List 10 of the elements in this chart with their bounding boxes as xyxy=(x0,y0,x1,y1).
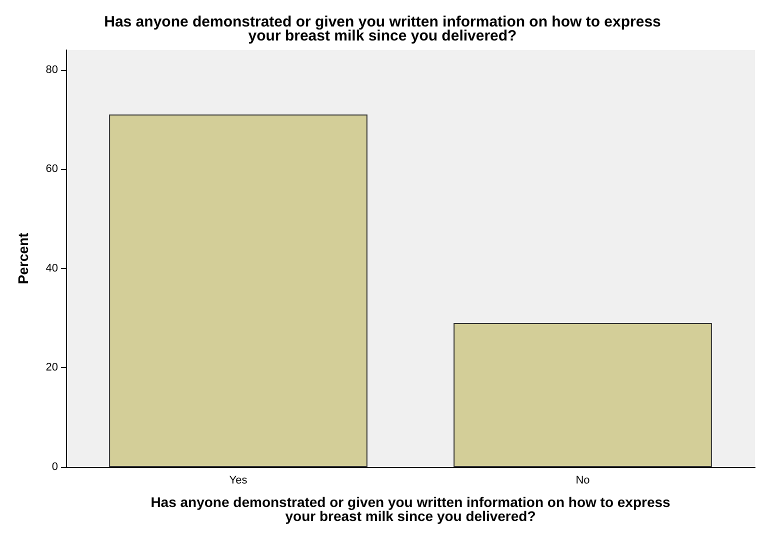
y-tick-label: 0 xyxy=(52,461,58,473)
y-tick-label: 40 xyxy=(46,262,58,274)
y-axis-title: Percent xyxy=(15,232,31,284)
x-tick-label: Yes xyxy=(229,474,248,486)
y-tick-label: 80 xyxy=(46,64,58,76)
chart-title: Has anyone demonstrated or given you written information on how to express your breast milk since you delivered? xyxy=(104,14,661,44)
y-tick-label: 60 xyxy=(46,163,58,176)
y-tick-label: 20 xyxy=(46,362,58,374)
x-tick-label: No xyxy=(576,474,590,486)
x-axis-title: Has anyone demonstrated or given you written information on how to express your breast milk since you delivered? xyxy=(150,494,671,524)
